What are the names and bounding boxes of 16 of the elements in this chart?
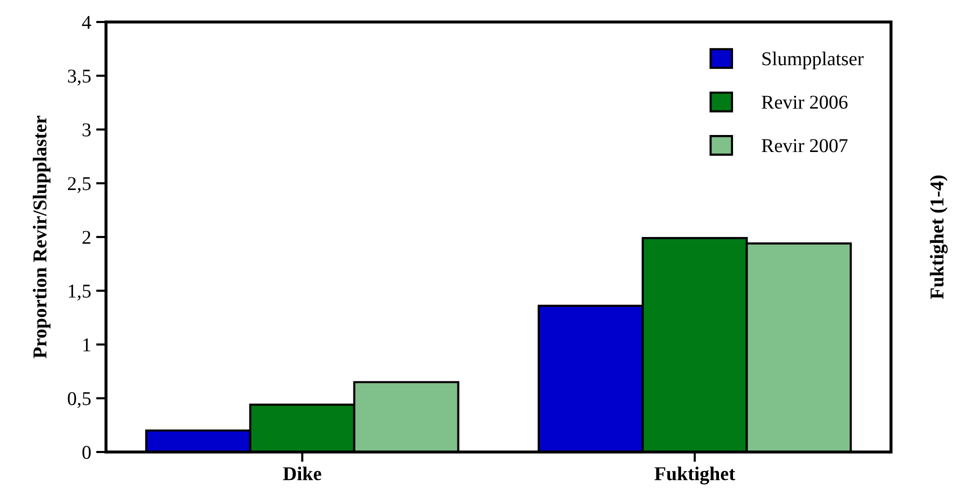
legend-label: Revir 2007 (762, 139, 848, 152)
y-tick-label: 3,5 (68, 70, 91, 86)
y-tick-label: 1 (83, 338, 90, 352)
x-tick-label: Dike (283, 466, 322, 480)
x-tick-label: Fuktighet (654, 466, 736, 484)
y-axis-title: Proportion Revir/Slupplaster (32, 116, 50, 358)
legend-label: Revir 2006 (762, 96, 848, 109)
y-tick-label: 4 (82, 16, 92, 29)
y-tick-label: 3 (82, 123, 91, 136)
y2-axis-title: Fuktighet (1-4) (930, 175, 948, 300)
y-tick-label: 0,5 (68, 392, 91, 408)
y-tick-label: 1,5 (68, 284, 91, 300)
legend-label: Slumpplatser (762, 52, 864, 70)
y-tick-label: 2 (82, 230, 90, 244)
y-tick-label: 2,5 (68, 177, 91, 193)
y-tick-label: 0 (82, 446, 91, 459)
